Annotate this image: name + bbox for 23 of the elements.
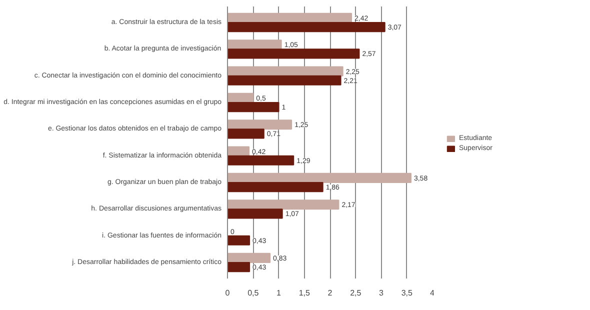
bar bbox=[228, 120, 292, 130]
x-tick-label: 0,5 bbox=[248, 288, 260, 298]
bar bbox=[228, 155, 294, 166]
x-tick-label: 0 bbox=[225, 288, 230, 298]
bar bbox=[228, 128, 264, 139]
bar bbox=[228, 48, 360, 59]
bar bbox=[228, 252, 271, 263]
bar bbox=[228, 262, 250, 272]
x-tick-label: 4 bbox=[430, 288, 436, 298]
bar bbox=[228, 235, 250, 246]
bar bbox=[228, 102, 280, 112]
x-tick-label: 2,5 bbox=[350, 288, 362, 298]
bar bbox=[228, 75, 342, 86]
bar bbox=[228, 172, 412, 183]
x-tick-label: 3,5 bbox=[401, 288, 413, 298]
bar bbox=[228, 208, 283, 219]
bar bbox=[228, 22, 386, 32]
x-tick-label: 1 bbox=[276, 288, 282, 298]
bar bbox=[228, 182, 324, 192]
bar bbox=[228, 200, 340, 210]
x-tick-label: 1,5 bbox=[298, 288, 310, 298]
x-tick-label: 2 bbox=[328, 288, 333, 298]
x-tick-label: 3 bbox=[379, 288, 384, 298]
